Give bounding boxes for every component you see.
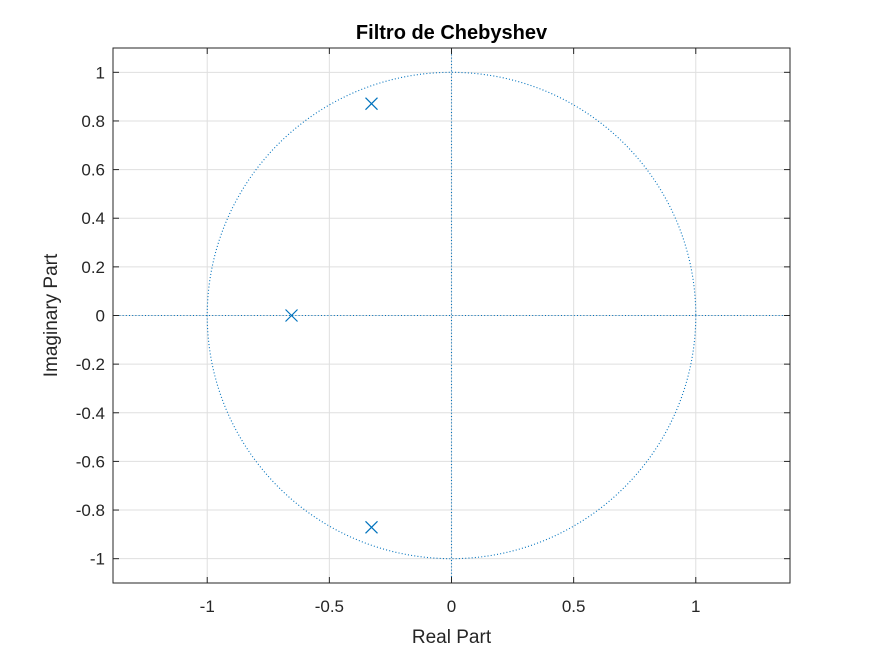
y-axis-label: Imaginary Part (41, 253, 62, 377)
y-tick-label: 1 (96, 63, 105, 82)
pole-marker (365, 520, 378, 534)
reference-lines (113, 48, 790, 583)
x-tick-label: 0 (447, 597, 456, 616)
x-tick-label: -1 (200, 597, 215, 616)
y-tick-label: -0.4 (76, 404, 105, 423)
x-tick-label: -0.5 (315, 597, 344, 616)
y-tick-label: 0.2 (81, 258, 105, 277)
x-axis-label: Real Part (412, 627, 492, 648)
y-tick-label: 0 (96, 307, 105, 326)
y-tick-label: 0.6 (81, 161, 105, 180)
y-tick-label: -1 (90, 550, 105, 569)
x-tick-label: 0.5 (562, 597, 586, 616)
pole-marker (365, 97, 378, 111)
y-tick-label: -0.8 (76, 501, 105, 520)
x-tick-labels: -1 -0.5 0 0.5 1 (200, 597, 701, 616)
tick-marks (113, 48, 790, 583)
y-tick-labels: 1 0.8 0.6 0.4 0.2 0 -0.2 -0.4 -0.6 -0.8 -1 (76, 63, 105, 568)
pole-marker (285, 309, 298, 322)
y-tick-label: 0.4 (81, 209, 105, 228)
chart-title: Filtro de Chebyshev (356, 22, 548, 44)
x-tick-label: 1 (691, 597, 700, 616)
y-tick-label: 0.8 (81, 112, 105, 131)
y-tick-label: -0.6 (76, 452, 105, 471)
y-tick-label: -0.2 (76, 355, 105, 374)
pole-markers (285, 97, 378, 534)
